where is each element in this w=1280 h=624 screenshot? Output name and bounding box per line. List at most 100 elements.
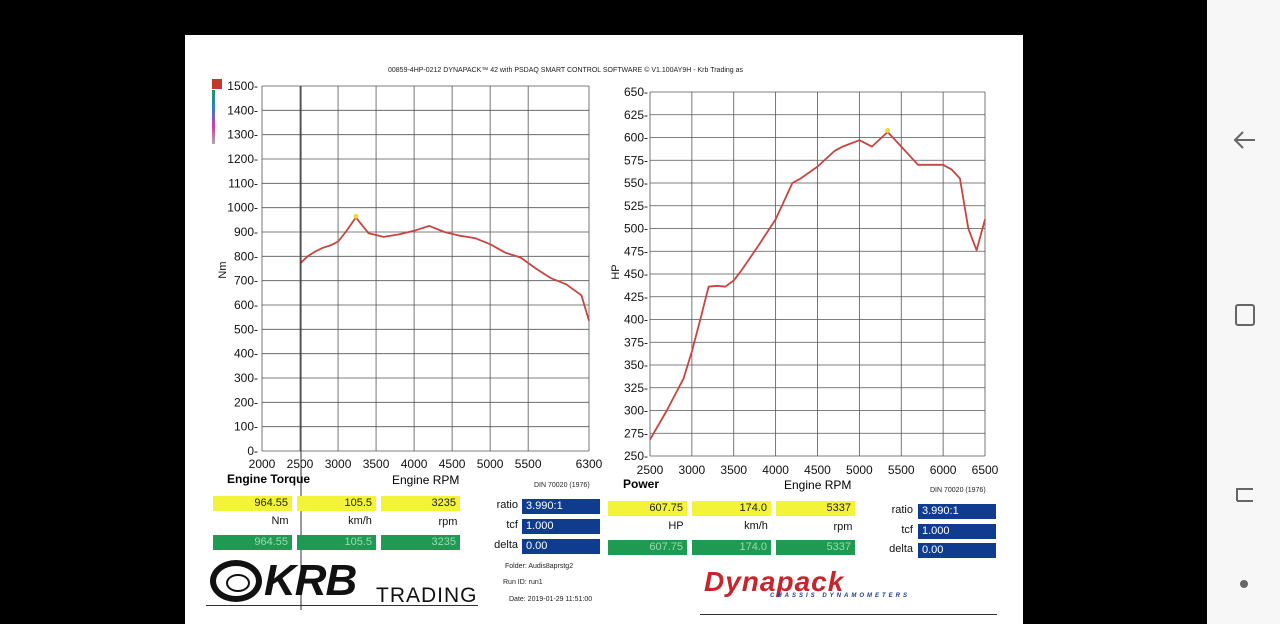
- power-x-tick-label: 6500: [972, 463, 999, 477]
- power-y-tick-label: 400-: [624, 313, 648, 327]
- power-speed-green: 174.0: [692, 540, 771, 555]
- tcf-label-right: tcf: [901, 524, 913, 536]
- torque-curve: [299, 216, 590, 322]
- torque-x-tick-label: 5000: [477, 457, 504, 471]
- torque-unit-kmh: km/h: [348, 515, 372, 527]
- dynapack-logo-text: Dynapack: [704, 566, 845, 597]
- power-unit-rpm: rpm: [833, 521, 853, 533]
- torque-title: Engine Torque: [227, 472, 311, 486]
- tcf-value-right: 1.000: [918, 524, 996, 539]
- torque-peak-marker: [353, 213, 359, 219]
- back-icon[interactable]: [1231, 126, 1259, 154]
- delta-label-left: delta: [494, 539, 518, 551]
- trading-logo-text: TRADING: [376, 584, 478, 607]
- torque-y-tick-label: 1000-: [227, 201, 258, 215]
- power-unit-hp: HP: [668, 520, 684, 532]
- ratio-value-right: 3.990:1: [918, 504, 996, 519]
- run-info: Run ID: run1: [503, 579, 543, 586]
- legend-swatch-red: [212, 79, 222, 89]
- torque-y-tick-label: 800-: [234, 249, 258, 263]
- dynapack-sub-text: CHASSIS DYNAMOMETERS: [770, 593, 911, 599]
- tcf-value-left: 1.000: [522, 519, 600, 534]
- power-rpm-green: 5337: [776, 540, 855, 555]
- torque-y-axis-label: Nm: [217, 261, 229, 278]
- power-value: 607.75: [608, 501, 687, 516]
- torque-y-tick-label: 100-: [234, 420, 258, 434]
- delta-value-left: 0.00: [522, 539, 600, 554]
- power-y-tick-label: 575-: [624, 153, 648, 167]
- power-y-tick-label: 450-: [624, 267, 648, 281]
- torque-x-tick-label: 4500: [439, 457, 466, 471]
- krb-logo-text: KRB: [264, 556, 357, 605]
- ratio-value-left: 3.990:1: [522, 499, 600, 514]
- torque-y-tick-label: 700-: [234, 274, 258, 288]
- power-title: Power: [623, 477, 660, 491]
- turbo-logo-icon: [210, 560, 262, 602]
- power-y-tick-label: 650-: [624, 85, 648, 99]
- din-left: DIN 70020 (1976): [534, 482, 590, 489]
- torque-y-tick-label: 200-: [234, 395, 258, 409]
- torque-x-tick-label: 4000: [401, 457, 428, 471]
- ratio-label-left: ratio: [496, 499, 518, 511]
- power-y-tick-label: 500-: [624, 222, 648, 236]
- power-x-tick-label: 6000: [930, 463, 957, 477]
- ratio-label-right: ratio: [891, 504, 913, 516]
- torque-y-tick-label: 900-: [234, 225, 258, 239]
- power-peak-marker: [885, 127, 891, 133]
- torque-y-tick-label: 0-: [247, 444, 258, 458]
- torque-y-tick-label: 1400-: [227, 103, 258, 117]
- torque-y-tick-label: 1200-: [227, 152, 258, 166]
- torque-value: 964.55: [213, 496, 292, 511]
- torque-rpm-green: 3235: [381, 535, 460, 550]
- power-x-tick-label: 4000: [762, 463, 789, 477]
- tcf-label-left: tcf: [506, 519, 518, 531]
- torque-y-tick-label: 500-: [234, 322, 258, 336]
- android-navbar: [1207, 0, 1280, 624]
- power-y-tick-label: 250-: [624, 449, 648, 463]
- power-xlabel: Engine RPM: [784, 478, 852, 492]
- torque-unit-nm: Nm: [271, 515, 289, 527]
- power-x-tick-label: 2500: [637, 463, 664, 477]
- delta-label-right: delta: [889, 543, 913, 555]
- logo-underline-right: [700, 614, 997, 615]
- torque-x-tick-label: 3500: [363, 457, 390, 471]
- home-icon[interactable]: [1231, 477, 1259, 505]
- power-y-tick-label: 275-: [624, 426, 648, 440]
- power-y-tick-label: 550-: [624, 176, 648, 190]
- power-value-green: 607.75: [608, 540, 687, 555]
- power-x-tick-label: 3500: [720, 463, 747, 477]
- torque-x-tick-label: 2500: [287, 457, 314, 471]
- power-rpm: 5337: [776, 501, 855, 516]
- torque-y-tick-label: 1500-: [227, 79, 258, 93]
- torque-speed: 105.5: [297, 496, 376, 511]
- torque-speed-green: 105.5: [297, 535, 376, 550]
- power-y-tick-label: 525-: [624, 199, 648, 213]
- torque-y-tick-label: 300-: [234, 371, 258, 385]
- power-x-tick-label: 5500: [888, 463, 915, 477]
- legend-swatch-stack: [212, 90, 215, 144]
- torque-x-tick-label: 2000: [249, 457, 276, 471]
- turbo-logo-inner: [226, 574, 250, 592]
- torque-xlabel: Engine RPM: [392, 473, 460, 487]
- power-y-tick-label: 300-: [624, 404, 648, 418]
- folder-info: Folder: Audis8aprstg2: [505, 563, 574, 570]
- logo-underline: [206, 605, 478, 606]
- torque-x-tick-label: 6300: [576, 457, 603, 471]
- power-x-tick-label: 4500: [804, 463, 831, 477]
- power-x-tick-label: 5000: [846, 463, 873, 477]
- torque-x-tick-label: 5500: [515, 457, 542, 471]
- date-info: Date: 2019-01-29 11:51:00: [509, 596, 593, 603]
- report-header: 00859-4HP-0212 DYNAPACK™ 42 with PSDAQ S…: [388, 67, 744, 74]
- torque-rpm: 3235: [381, 496, 460, 511]
- recents-icon[interactable]: [1231, 301, 1259, 329]
- delta-value-right: 0.00: [918, 543, 996, 558]
- torque-y-tick-label: 400-: [234, 347, 258, 361]
- power-y-tick-label: 600-: [624, 131, 648, 145]
- torque-y-tick-label: 600-: [234, 298, 258, 312]
- power-x-tick-label: 3000: [679, 463, 706, 477]
- torque-x-tick-label: 3000: [325, 457, 352, 471]
- torque-unit-rpm: rpm: [438, 516, 458, 528]
- dot-icon[interactable]: [1240, 580, 1248, 588]
- din-right: DIN 70020 (1976): [930, 487, 986, 494]
